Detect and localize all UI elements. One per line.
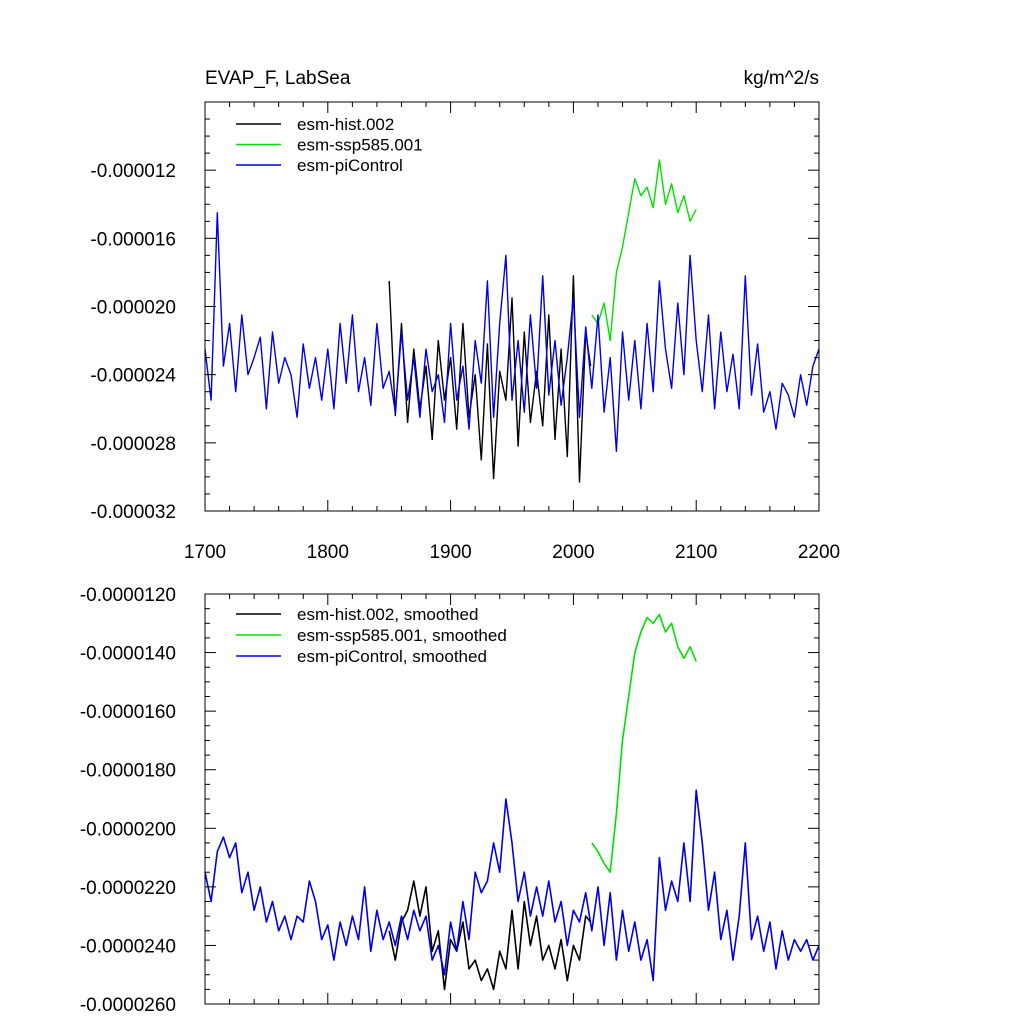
y-tick-label: -0.0000240 [80, 936, 176, 957]
top-tick-labels: -0.000032 -0.000028 -0.000024 -0.000020 -0.0… [90, 161, 840, 563]
legend-label: esm-piControl, smoothed [297, 647, 487, 666]
series-line-3 [204, 789, 820, 982]
legend-label: esm-ssp585.001 [297, 136, 423, 155]
y-tick-label: -0.000024 [90, 366, 176, 387]
series-line-2 [591, 159, 697, 342]
y-tick-label: -0.000016 [90, 229, 176, 250]
series-line-3 [204, 212, 820, 453]
legend-label: esm-hist.002, smoothed [297, 605, 478, 624]
legend-label: esm-hist.002 [297, 115, 394, 134]
top-plot-lines [204, 159, 820, 483]
bottom-plot-lines [204, 613, 820, 991]
y-tick-label: -0.0000140 [80, 644, 176, 665]
x-tick-label: 2000 [552, 542, 594, 563]
y-tick-label: -0.000020 [90, 298, 176, 319]
series-line-2 [591, 613, 697, 874]
y-tick-label: -0.000028 [90, 434, 176, 455]
top-ticks [204, 101, 820, 512]
bottom-legend: esm-hist.002, smoothed esm-ssp585.001, sm… [236, 605, 507, 666]
top-panel: -0.000032 -0.000028 -0.000024 -0.000020 -0.0… [90, 68, 840, 563]
y-tick-label: -0.0000260 [80, 995, 176, 1016]
y-tick-label: -0.0000180 [80, 761, 176, 782]
top-chart-units: kg/m^2/s [744, 68, 819, 89]
y-tick-label: -0.000032 [90, 502, 176, 523]
bottom-panel: -0.0000260 -0.0000240 -0.0000220 -0.0000200… [80, 585, 820, 1016]
y-tick-label: -0.0000120 [80, 585, 176, 606]
bottom-ticks [204, 593, 820, 1005]
legend-label: esm-piControl [297, 156, 403, 175]
series-line-1 [388, 880, 592, 991]
bottom-tick-labels: -0.0000260 -0.0000240 -0.0000220 -0.0000200… [80, 585, 176, 1016]
top-chart-title: EVAP_F, LabSea [205, 68, 351, 89]
y-tick-label: -0.0000220 [80, 878, 176, 899]
x-tick-label: 2200 [798, 542, 840, 563]
series-line-1 [388, 275, 592, 483]
x-tick-label: 1700 [184, 542, 226, 563]
y-tick-label: -0.0000200 [80, 819, 176, 840]
x-tick-label: 1800 [307, 542, 349, 563]
y-tick-label: -0.000012 [90, 161, 176, 182]
y-tick-label: -0.0000160 [80, 702, 176, 723]
legend-label: esm-ssp585.001, smoothed [297, 626, 507, 645]
x-tick-label: 1900 [429, 542, 471, 563]
x-tick-label: 2100 [675, 542, 717, 563]
